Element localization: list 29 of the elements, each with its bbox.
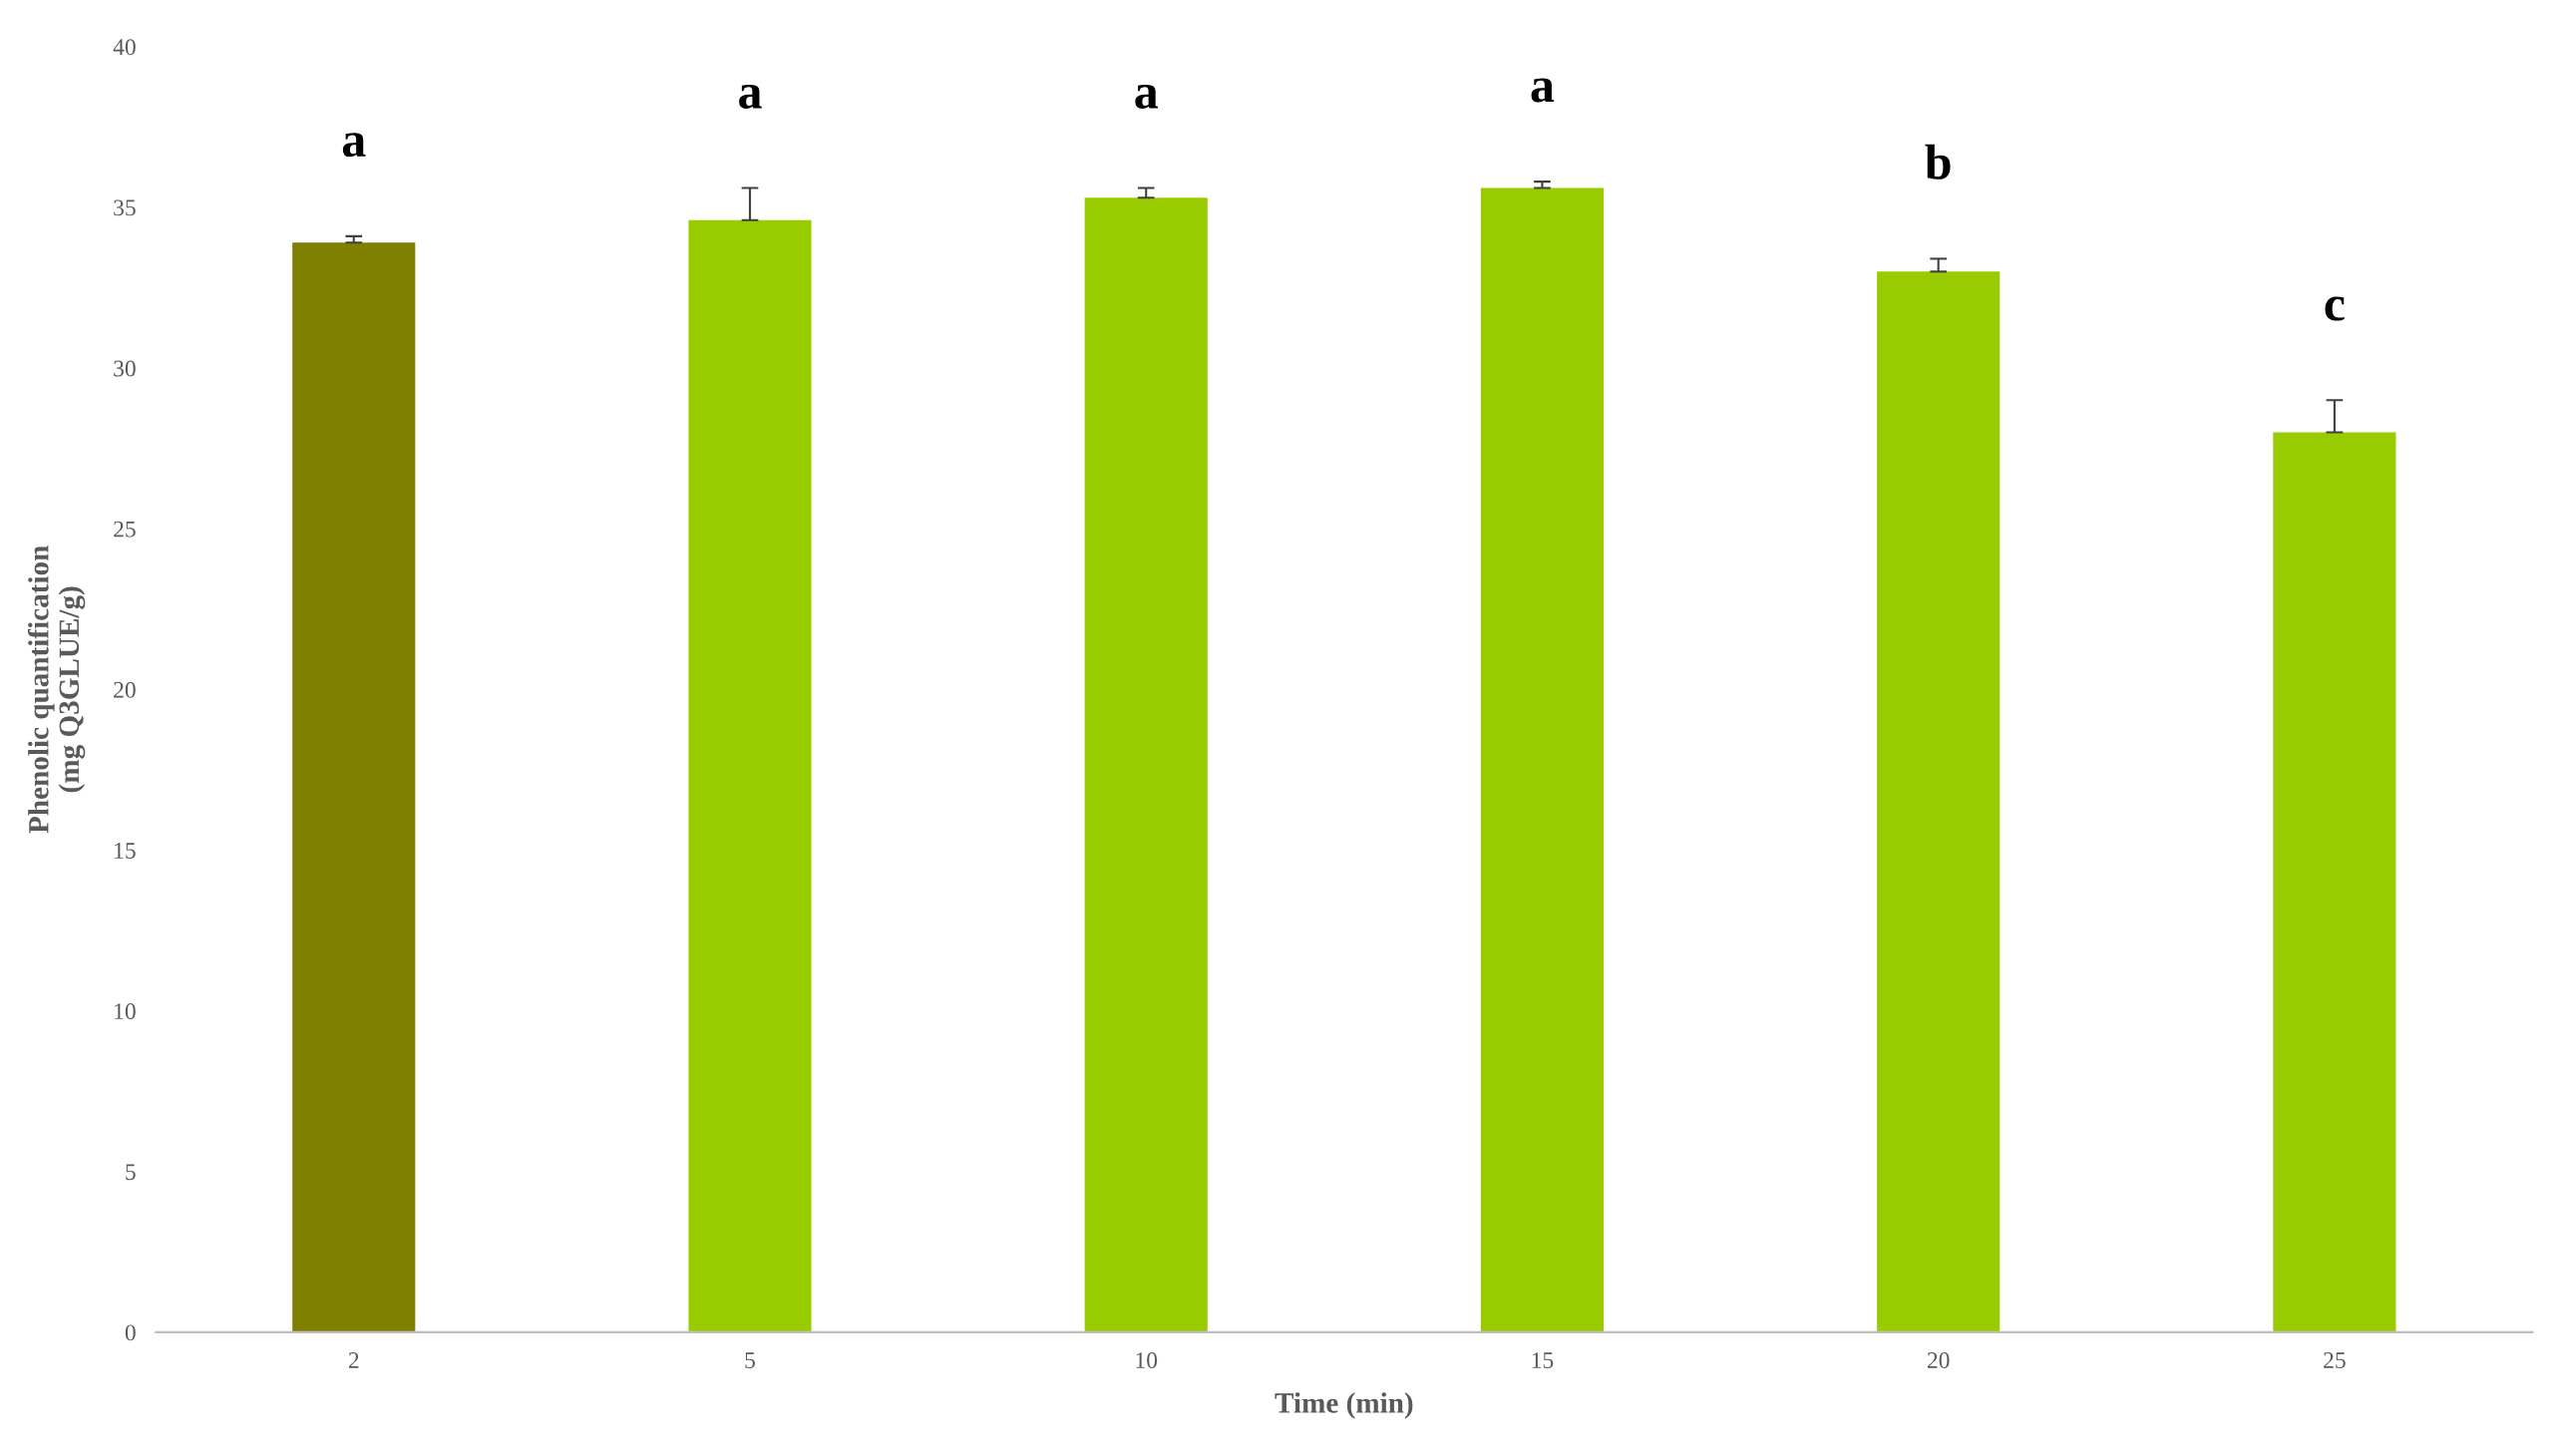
annotation: a (1531, 78, 1555, 103)
x-tick-label: 15 (1532, 1352, 1554, 1368)
y-tick-label: 30 (114, 360, 136, 377)
x-tick-label: 25 (2324, 1352, 2346, 1368)
y-tick-label: 15 (115, 843, 136, 859)
x-tick-label: 20 (1927, 1352, 1950, 1368)
annotation: c (2325, 296, 2345, 321)
y-tick-label: 0 (125, 1324, 136, 1341)
annotation: a (739, 84, 762, 109)
y-tick-label: 25 (114, 521, 136, 538)
bar (1084, 197, 1208, 1332)
bar (292, 242, 416, 1332)
x-tick-label: 5 (745, 1352, 755, 1368)
y-tick-label: 10 (115, 1003, 136, 1020)
y-tick-label: 35 (114, 199, 136, 216)
x-tick-label: 2 (348, 1352, 359, 1368)
x-axis-title: Time (min) (1275, 1392, 1413, 1419)
y-tick-label: 5 (126, 1164, 136, 1181)
bar (1480, 187, 1605, 1332)
y-tick-label: 40 (113, 39, 136, 56)
y-tick-label: 20 (114, 681, 136, 698)
bar (688, 219, 812, 1332)
x-tick-label: 10 (1136, 1352, 1158, 1368)
annotation: a (342, 133, 366, 158)
annotation: b (1925, 144, 1951, 180)
annotation: a (1135, 84, 1158, 109)
y-axis-title: Phenolic quantification (mg Q3GLUE/g) (27, 546, 86, 834)
bar (2273, 432, 2396, 1332)
bar (1877, 271, 2001, 1332)
